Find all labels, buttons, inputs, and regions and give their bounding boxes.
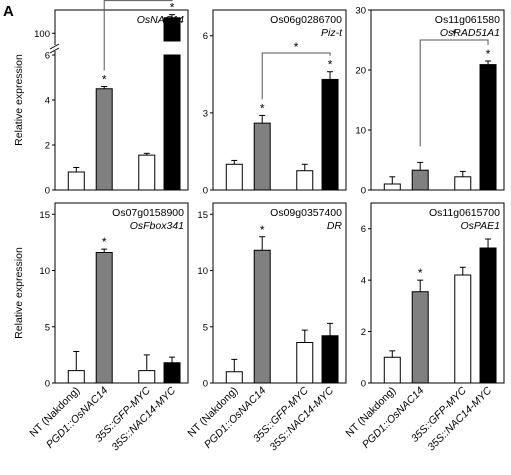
panel-title: Os07g0158900	[112, 207, 184, 219]
y-tick-label: 0	[361, 186, 366, 197]
gene-name: OsPAE1	[461, 220, 501, 232]
gene-name: OsFbox341	[130, 220, 184, 232]
y-tick-label: 6	[203, 31, 208, 42]
significance-star: *	[486, 47, 491, 61]
plot-frame	[212, 202, 347, 384]
bar	[454, 274, 472, 384]
bar	[411, 291, 429, 384]
y-tick-label: 3	[203, 108, 208, 119]
panel-title: Os06g0286700	[270, 14, 342, 26]
y-tick-label: 0	[203, 379, 208, 390]
panel-title: Os11g0615700	[429, 207, 500, 219]
chart-panel-4: 0 5 10 15 Relative expression Os07g0158900OsF…	[13, 202, 189, 453]
y-tick-label: 10	[355, 126, 366, 137]
y-tick-label: 10	[197, 266, 208, 277]
y-tick-label: 10	[39, 266, 50, 277]
y-axis-label: Relative expression	[13, 54, 25, 146]
y-tick-label: 2	[45, 141, 50, 152]
y-tick-label: 0	[361, 379, 366, 390]
y-tick-label: 15	[39, 210, 50, 221]
significance-star: *	[102, 235, 107, 249]
significance-star: *	[260, 223, 265, 237]
panel-title: Os09g0357400	[270, 207, 342, 219]
bar	[225, 371, 243, 384]
gene-name: OsRAD51A1	[440, 27, 500, 39]
y-tick-label: 0	[45, 379, 50, 390]
bar	[163, 17, 181, 42]
bar	[67, 171, 85, 191]
gene-name: DR	[327, 220, 343, 232]
comparison-bracket	[419, 39, 489, 147]
y-tick-label: 2	[361, 327, 366, 338]
panel-title: Os11g061580	[435, 14, 500, 26]
bracket-star: *	[136, 0, 141, 2]
y-tick-label: 6	[361, 224, 366, 235]
bracket-star: *	[452, 27, 457, 41]
bar	[95, 252, 113, 384]
bar	[296, 170, 314, 191]
y-tick-label: 4	[45, 96, 50, 107]
y-tick-label: 4	[361, 276, 366, 287]
bar	[479, 247, 497, 384]
y-tick-label: 30	[355, 6, 366, 17]
significance-star: *	[170, 1, 175, 15]
bracket-star: *	[294, 40, 299, 54]
bar	[253, 122, 271, 191]
significance-star: *	[418, 266, 423, 280]
gene-name: Piz-t	[321, 27, 343, 39]
bar	[225, 163, 243, 191]
panel-letter: A	[3, 3, 14, 20]
y-axis-label: Relative expression	[13, 247, 25, 339]
comparison-bracket	[261, 52, 331, 100]
bar	[383, 356, 401, 384]
bar	[163, 362, 181, 384]
y-tick-label: 0	[45, 186, 50, 197]
bar	[383, 183, 401, 191]
bar	[479, 64, 497, 191]
bar	[296, 342, 314, 384]
axis-break-mark	[49, 47, 60, 54]
significance-star: *	[102, 73, 107, 87]
bar	[321, 335, 339, 384]
bar	[138, 154, 156, 191]
comparison-bracket	[103, 0, 173, 71]
bar	[411, 169, 429, 191]
y-tick-label: 5	[45, 322, 50, 333]
y-tick-label: 20	[355, 66, 366, 77]
bar	[67, 370, 85, 384]
y-tick-label: 5	[203, 322, 208, 333]
y-tick-label: 15	[197, 210, 208, 221]
bar	[163, 54, 181, 191]
y-tick-label: 100	[34, 29, 50, 40]
significance-star: *	[328, 58, 333, 72]
plot-frame	[370, 9, 505, 191]
bar	[253, 249, 271, 384]
bar	[138, 370, 156, 384]
plot-frame	[54, 202, 189, 384]
y-tick-label: 0	[203, 186, 208, 197]
bar	[321, 78, 339, 191]
axis-break-mark	[49, 43, 60, 50]
axis-break-gap	[51, 45, 59, 51]
bar	[454, 176, 472, 191]
plot-frame	[212, 9, 347, 191]
plot-frame	[370, 202, 505, 384]
y-tick-label: 6	[45, 51, 50, 62]
significance-star: *	[260, 101, 265, 115]
bar	[95, 88, 113, 191]
